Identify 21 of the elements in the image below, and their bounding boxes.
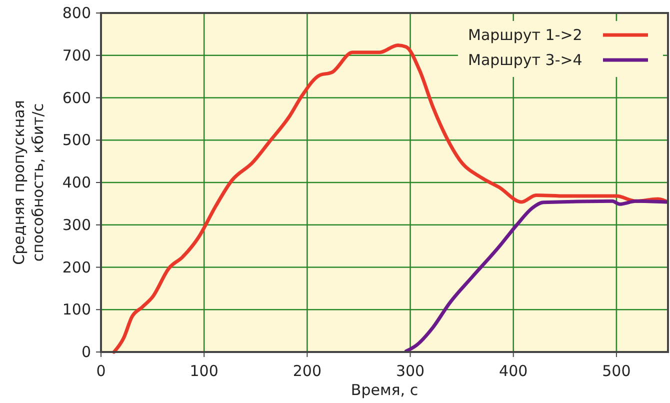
y-tick-label: 800 bbox=[62, 4, 91, 22]
x-axis-title: Время, с bbox=[350, 381, 418, 399]
line-series bbox=[404, 199, 668, 353]
x-tick-label: 500 bbox=[602, 362, 631, 380]
x-tick-label: 300 bbox=[396, 362, 425, 380]
y-tick-label: 300 bbox=[62, 216, 91, 234]
legend-label: Маршрут 1->2 bbox=[468, 26, 582, 44]
y-axis-title: Средняя пропускная способность, кбит/с bbox=[10, 100, 47, 265]
y-tick-label: 600 bbox=[62, 88, 91, 107]
y-tick-label: 500 bbox=[62, 131, 91, 150]
y-tick-label: 100 bbox=[62, 300, 91, 319]
y-tick-label: 200 bbox=[62, 258, 91, 276]
x-tick-label: 100 bbox=[190, 362, 218, 380]
x-tick-label: 0 bbox=[96, 362, 106, 380]
line-series bbox=[112, 43, 668, 354]
legend-label: Маршрут 3->4 bbox=[468, 51, 582, 69]
x-tick-label: 400 bbox=[499, 362, 528, 380]
x-tick-label: 200 bbox=[292, 362, 322, 380]
y-tick-label: 400 bbox=[62, 174, 91, 192]
y-tick-label: 0 bbox=[81, 343, 91, 361]
y-tick-label: 700 bbox=[62, 46, 91, 64]
